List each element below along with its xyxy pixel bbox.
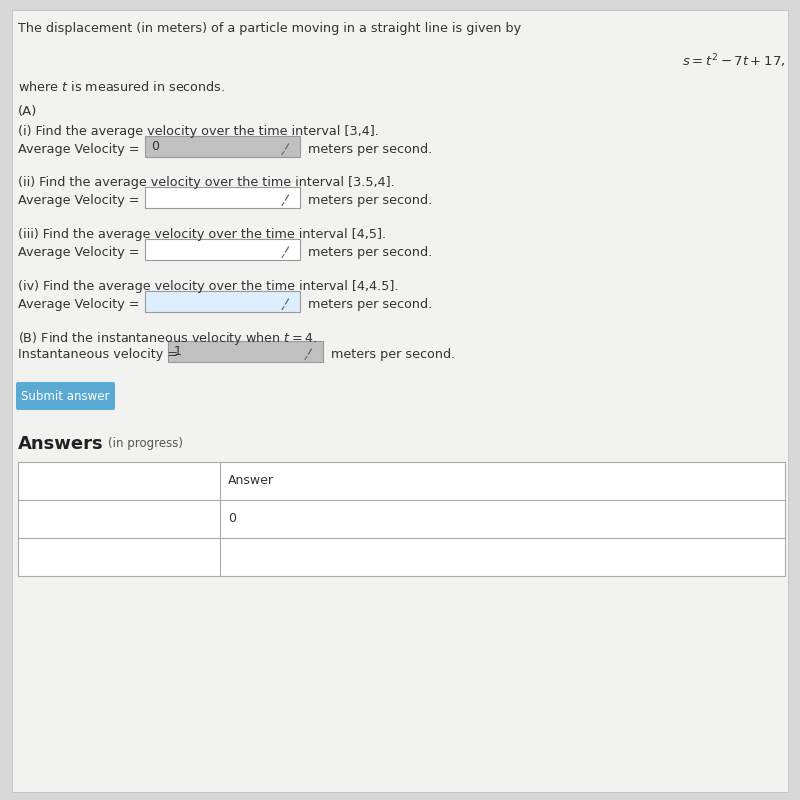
Text: (ii) Find the average velocity over the time interval [3.5,4].: (ii) Find the average velocity over the … bbox=[18, 176, 394, 189]
FancyBboxPatch shape bbox=[168, 341, 323, 362]
Text: (iii) Find the average velocity over the time interval [4,5].: (iii) Find the average velocity over the… bbox=[18, 228, 386, 241]
Text: (iv) Find the average velocity over the time interval [4,4.5].: (iv) Find the average velocity over the … bbox=[18, 280, 398, 293]
FancyBboxPatch shape bbox=[145, 239, 300, 260]
Text: Average Velocity =: Average Velocity = bbox=[18, 246, 139, 259]
Text: meters per second.: meters per second. bbox=[308, 143, 432, 156]
Text: Average Velocity =: Average Velocity = bbox=[18, 143, 139, 156]
Text: 1: 1 bbox=[174, 345, 182, 358]
FancyBboxPatch shape bbox=[16, 382, 115, 410]
Text: Instantaneous velocity =: Instantaneous velocity = bbox=[18, 348, 178, 361]
Text: 0: 0 bbox=[228, 513, 236, 526]
Text: Answers: Answers bbox=[18, 435, 104, 453]
Text: meters per second.: meters per second. bbox=[331, 348, 455, 361]
Text: Answer: Answer bbox=[228, 474, 274, 487]
Text: Average Velocity =: Average Velocity = bbox=[18, 194, 139, 207]
Text: where $t$ is measured in seconds.: where $t$ is measured in seconds. bbox=[18, 80, 226, 94]
Text: (i) Find the average velocity over the time interval [3,4].: (i) Find the average velocity over the t… bbox=[18, 125, 379, 138]
FancyBboxPatch shape bbox=[18, 462, 785, 576]
Text: meters per second.: meters per second. bbox=[308, 246, 432, 259]
Text: Average Velocity =: Average Velocity = bbox=[18, 298, 139, 311]
Text: Submit answer: Submit answer bbox=[21, 390, 110, 402]
Text: 0: 0 bbox=[151, 140, 159, 153]
Text: (in progress): (in progress) bbox=[108, 437, 183, 450]
Text: meters per second.: meters per second. bbox=[308, 298, 432, 311]
FancyBboxPatch shape bbox=[145, 136, 300, 157]
Text: (A): (A) bbox=[18, 105, 38, 118]
Text: (B) Find the instantaneous velocity when $t = 4$.: (B) Find the instantaneous velocity when… bbox=[18, 330, 317, 347]
Text: $s = t^2 - 7t + 17,$: $s = t^2 - 7t + 17,$ bbox=[682, 52, 785, 70]
FancyBboxPatch shape bbox=[145, 291, 300, 312]
FancyBboxPatch shape bbox=[12, 10, 788, 792]
Text: The displacement (in meters) of a particle moving in a straight line is given by: The displacement (in meters) of a partic… bbox=[18, 22, 521, 35]
Text: meters per second.: meters per second. bbox=[308, 194, 432, 207]
FancyBboxPatch shape bbox=[145, 187, 300, 208]
